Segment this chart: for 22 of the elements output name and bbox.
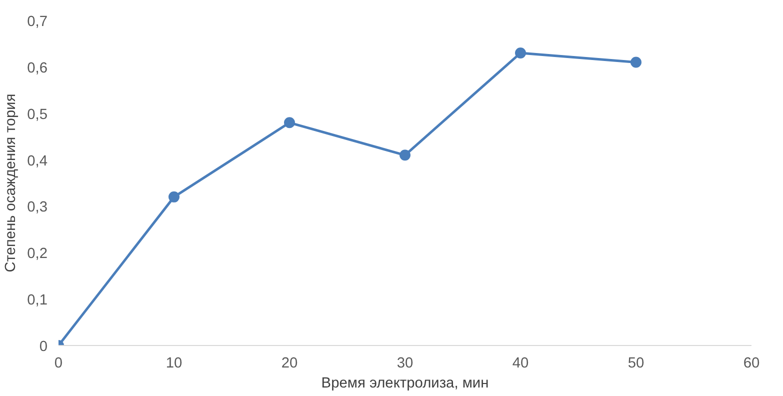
x-tick-label: 40 (512, 356, 529, 372)
y-tick-label: 0,3 (27, 200, 48, 216)
x-tick-label: 0 (54, 356, 63, 372)
x-tick-label: 10 (166, 356, 182, 372)
point (400, 150, 410, 161)
y-axis-title: Степень осаждения тория (3, 94, 20, 272)
point (630, 56, 642, 68)
y-tick-label: 0,2 (27, 246, 48, 262)
x-tick-label: 20 (281, 356, 298, 372)
y-tick-label: 0,7 (27, 14, 48, 30)
point (284, 117, 295, 128)
x-tick-label: 60 (743, 356, 760, 372)
y-tick-label: 0,4 (27, 153, 48, 170)
x-tick-label: 30 (396, 356, 414, 372)
point (515, 48, 526, 58)
y-tick-label: 0 (39, 339, 48, 355)
x-tick-label: 50 (628, 356, 644, 372)
y-tick-label: 0,6 (27, 60, 48, 76)
point (168, 191, 180, 202)
y-tick-label: 0,1 (27, 292, 48, 309)
y-tick-label: 0,5 (27, 106, 48, 123)
x-axis-title: Время электролиза, мин (321, 376, 489, 392)
